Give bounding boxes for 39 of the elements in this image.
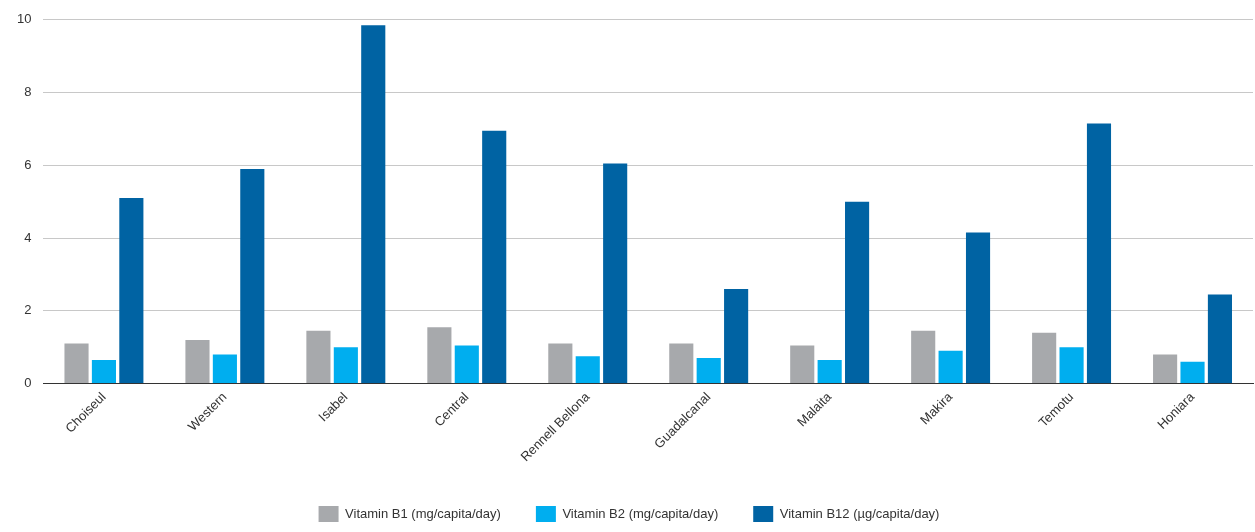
bar [361,25,386,384]
bar [965,232,991,384]
legend-label: Vitamin B1 (mg/capita/day) [345,505,501,521]
bar [482,130,507,384]
bar [427,327,452,384]
bar [817,359,842,384]
bar [548,343,573,384]
legend-label: Vitamin B12 (µg/capita/day) [779,505,940,521]
y-tick-label: 6 [24,156,32,172]
bar [603,163,628,384]
y-tick-label: 8 [24,84,32,100]
bar [212,354,237,384]
bar [1086,123,1112,384]
bar [333,347,358,384]
bar [91,359,116,384]
bar [724,289,749,384]
bar [575,356,600,384]
legend-label: Vitamin B2 (mg/capita/day) [562,505,719,521]
bar [845,201,870,384]
bar [306,330,331,384]
bar [696,358,721,384]
bar [240,168,265,384]
y-tick-label: 2 [24,302,32,318]
bar [1153,354,1178,384]
bar [790,345,815,384]
bar [1032,332,1057,384]
bar [1207,294,1232,384]
bar [1059,347,1084,384]
bar [1180,361,1205,384]
bar [454,345,479,384]
bar [669,343,694,384]
y-tick-label: 10 [16,11,32,27]
bar [185,339,210,384]
bar [911,330,936,384]
y-tick-label: 4 [24,229,32,245]
bar [938,350,963,384]
bar [64,343,89,384]
y-tick-label: 0 [24,375,32,391]
bar [119,198,144,384]
